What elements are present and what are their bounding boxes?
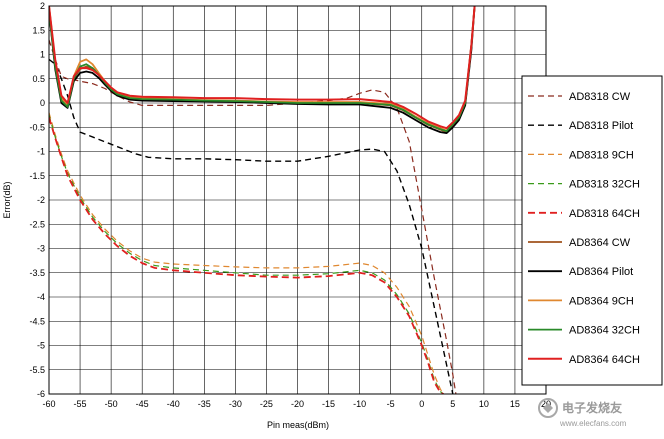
x-tick-label: 15 bbox=[510, 399, 520, 409]
y-tick-label: -5 bbox=[37, 341, 45, 351]
series-line-2 bbox=[49, 112, 445, 394]
x-tick-label: -15 bbox=[322, 399, 335, 409]
legend-box bbox=[521, 75, 663, 386]
x-tick-label: -35 bbox=[198, 399, 211, 409]
x-tick-label: -5 bbox=[387, 399, 395, 409]
y-tick-label: -6 bbox=[37, 389, 45, 399]
legend-label-4: AD8318 64CH bbox=[569, 208, 640, 220]
y-tick-label: -3.5 bbox=[29, 268, 45, 278]
legend-label-9: AD8364 64CH bbox=[569, 354, 640, 366]
legend: AD8318 CW AD8318 Pilot AD8318 9CH AD8318 32… bbox=[521, 75, 663, 386]
y-axis-label: Error(dB) bbox=[2, 181, 12, 218]
y-tick-label: -5.5 bbox=[29, 365, 45, 375]
legend-label-0: AD8318 CW bbox=[569, 91, 631, 103]
y-tick-label: 0.5 bbox=[32, 74, 45, 84]
legend-label-2: AD8318 9CH bbox=[569, 149, 634, 161]
legend-label-7: AD8364 9CH bbox=[569, 295, 634, 307]
x-tick-label: 10 bbox=[479, 399, 489, 409]
x-tick-label: -10 bbox=[353, 399, 366, 409]
y-tick-label: -4.5 bbox=[29, 316, 45, 326]
series-line-9 bbox=[49, 6, 476, 130]
y-tick-label: 1 bbox=[40, 50, 45, 60]
y-tick-labels: 2 1.5 1 0.5 0 -0.5 -1 -1.5 -2 -2.5 -3 -3.5 -4 -4.5 -5 -… bbox=[29, 1, 45, 399]
watermark-logo-mark bbox=[543, 403, 553, 413]
series-line-0 bbox=[49, 39, 457, 394]
y-tick-label: -2.5 bbox=[29, 219, 45, 229]
x-tick-label: -25 bbox=[260, 399, 273, 409]
y-tick-label: 0 bbox=[40, 98, 45, 108]
x-tick-label: 5 bbox=[450, 399, 455, 409]
legend-label-3: AD8318 32CH bbox=[569, 179, 640, 191]
watermark-url: www.elecfans.com bbox=[559, 419, 627, 428]
x-tick-labels: -60 -55 -50 -45 -40 -35 -30 -25 -20 -15 -10 -5 0 5 10 1… bbox=[42, 399, 551, 409]
x-tick-label: -60 bbox=[42, 399, 55, 409]
legend-label-5: AD8364 CW bbox=[569, 237, 631, 249]
y-tick-label: -0.5 bbox=[29, 122, 45, 132]
watermark: 电子发烧友 www.elecfans.com bbox=[538, 398, 627, 428]
series-group bbox=[49, 6, 476, 394]
x-tick-label: -20 bbox=[291, 399, 304, 409]
series-line-8 bbox=[49, 6, 476, 133]
y-tick-label: 2 bbox=[40, 1, 45, 11]
y-tick-label: -2 bbox=[37, 195, 45, 205]
legend-label-1: AD8318 Pilot bbox=[569, 120, 633, 132]
x-axis-label: Pin meas(dBm) bbox=[267, 420, 329, 430]
watermark-title: 电子发烧友 bbox=[562, 400, 622, 415]
legend-label-6: AD8364 Pilot bbox=[569, 266, 633, 278]
series-line-4 bbox=[49, 117, 444, 394]
legend-label-8: AD8364 32CH bbox=[569, 325, 640, 337]
x-tick-label: 0 bbox=[419, 399, 424, 409]
x-tick-label: -30 bbox=[229, 399, 242, 409]
y-tick-label: 1.5 bbox=[32, 25, 45, 35]
x-tick-label: -45 bbox=[136, 399, 149, 409]
y-tick-label: -1 bbox=[37, 147, 45, 157]
watermark-logo-icon bbox=[538, 398, 558, 418]
y-tick-label: -3 bbox=[37, 244, 45, 254]
x-tick-label: 20 bbox=[541, 399, 551, 409]
y-tick-label: -1.5 bbox=[29, 171, 45, 181]
x-tick-label: -55 bbox=[74, 399, 87, 409]
x-tick-label: -50 bbox=[105, 399, 118, 409]
y-tick-label: -4 bbox=[37, 292, 45, 302]
x-tick-label: -40 bbox=[167, 399, 180, 409]
series-line-3 bbox=[49, 114, 444, 394]
